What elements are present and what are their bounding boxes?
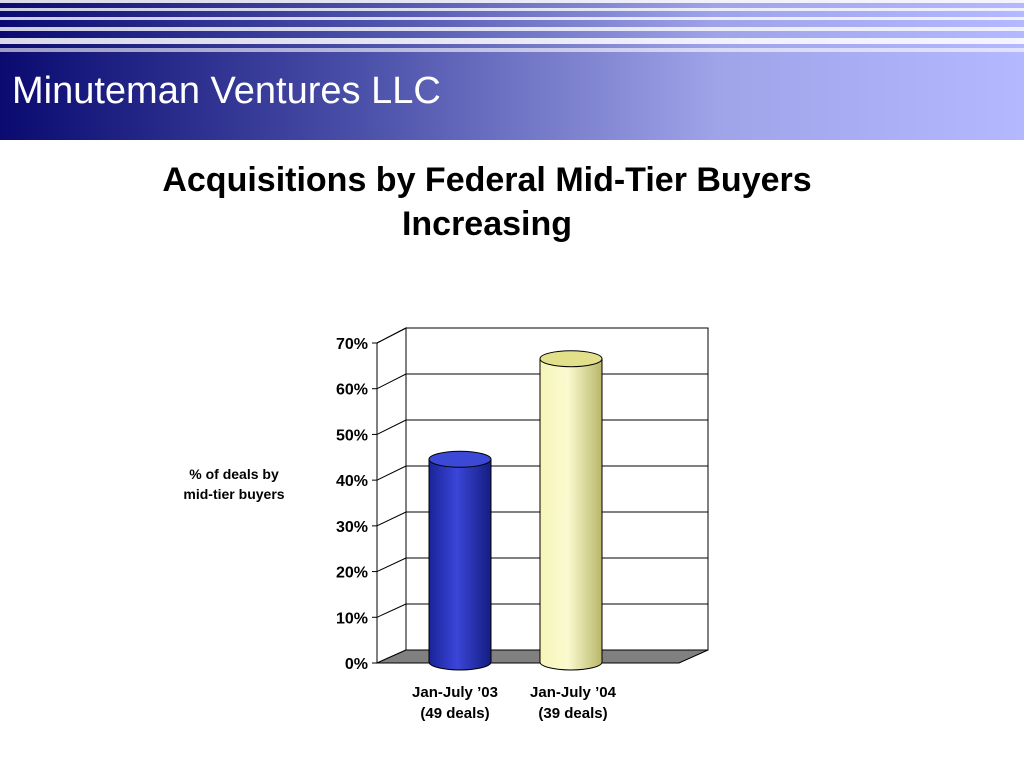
x-category-label: Jan-July ’03 (412, 684, 498, 701)
y-tick-label: 10% (336, 610, 368, 627)
gridline-side (376, 373, 407, 390)
y-axis-label-line-1: % of deals by (189, 466, 279, 482)
header-background (0, 0, 1024, 140)
y-tick-label: 70% (336, 336, 368, 353)
y-axis-label: % of deals by mid-tier buyers (166, 464, 302, 504)
y-tick-label: 0% (345, 656, 368, 673)
bar-cylinder (539, 358, 603, 671)
header-banner: Minuteman Ventures LLC (0, 0, 1024, 140)
bar-cylinder (428, 458, 492, 671)
y-tick-label: 20% (336, 565, 368, 582)
chart-side-wall (376, 327, 407, 664)
y-tick-label: 60% (336, 382, 368, 399)
slide-title-line-1: Acquisitions by Federal Mid-Tier Buyers (162, 161, 812, 199)
gridline-side (376, 419, 407, 435)
gridline-side (376, 603, 407, 618)
gridline-side (376, 511, 407, 527)
bar-cylinder-top (539, 350, 603, 368)
company-name: Minuteman Ventures LLC (12, 70, 441, 112)
y-tick-label: 40% (336, 473, 368, 490)
slide-title: Acquisitions by Federal Mid-Tier Buyers … (0, 158, 974, 246)
gridline-side (376, 465, 407, 481)
x-category-sublabel: (49 deals) (420, 705, 489, 722)
gridline-side (376, 557, 407, 573)
slide-title-line-2: Increasing (401, 205, 573, 243)
gridline-side (376, 327, 407, 344)
bar-cylinder-top (428, 450, 492, 468)
y-tick-label: 30% (336, 519, 368, 536)
y-tick-label: 50% (336, 427, 368, 444)
x-category-label: Jan-July ’04 (530, 684, 617, 701)
x-category-sublabel: (39 deals) (538, 705, 607, 722)
y-axis-label-line-2: mid-tier buyers (183, 486, 285, 502)
